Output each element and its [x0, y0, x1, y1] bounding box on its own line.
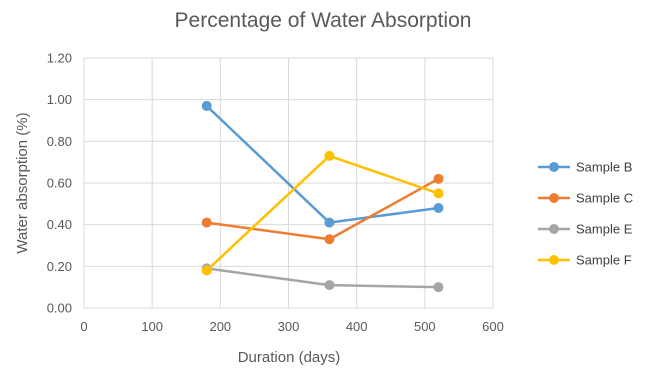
- legend-marker: [549, 255, 559, 265]
- series-line: [205, 177, 440, 241]
- y-tick-label: 1.00: [47, 92, 72, 107]
- legend-marker: [549, 162, 559, 172]
- legend-label: Sample E: [576, 222, 633, 237]
- series-line: [205, 104, 440, 224]
- legend-marker: [549, 193, 559, 203]
- y-tick-label: 0.80: [47, 134, 72, 149]
- x-axis-ticks: 0 100 200 300 400 500 600: [80, 319, 503, 334]
- legend-item: Sample E: [538, 222, 633, 237]
- data-point[interactable]: [324, 234, 335, 245]
- series-line: [205, 267, 440, 289]
- plot-area: [83, 57, 494, 309]
- legend-label: Sample B: [576, 160, 632, 175]
- y-axis-ticks: 0.00 0.20 0.40 0.60 0.80 1.00 1.20: [47, 51, 72, 316]
- legend-label: Sample F: [576, 253, 632, 268]
- data-point[interactable]: [324, 150, 335, 161]
- legend-item: Sample C: [538, 191, 633, 206]
- x-tick-label: 400: [346, 319, 368, 334]
- legend: Sample B Sample C Sample E Sample F: [538, 160, 633, 268]
- x-tick-label: 100: [141, 319, 163, 334]
- y-tick-label: 0.40: [47, 217, 72, 232]
- chart-title: Percentage of Water Absorption: [175, 9, 472, 32]
- legend-marker: [549, 224, 559, 234]
- data-point[interactable]: [324, 280, 335, 291]
- legend-item: Sample B: [538, 160, 632, 175]
- data-point[interactable]: [433, 188, 444, 199]
- y-tick-label: 0.60: [47, 176, 72, 191]
- data-point[interactable]: [433, 203, 444, 213]
- y-tick-label: 0.20: [47, 259, 72, 274]
- data-point[interactable]: [201, 265, 212, 276]
- data-point[interactable]: [433, 173, 444, 184]
- x-tick-label: 300: [278, 319, 300, 334]
- x-tick-label: 0: [80, 319, 87, 334]
- series-sample-c: [201, 173, 444, 245]
- y-tick-label: 0.00: [47, 301, 72, 316]
- y-tick-label: 1.20: [47, 51, 72, 66]
- data-point[interactable]: [201, 100, 212, 111]
- x-tick-label: 200: [209, 319, 231, 334]
- x-tick-label: 600: [482, 319, 504, 334]
- series-lines: [201, 100, 444, 293]
- series-sample-b: [201, 100, 444, 228]
- series-sample-e: [201, 263, 444, 293]
- data-point[interactable]: [433, 282, 444, 293]
- x-axis-title: Duration (days): [238, 349, 341, 366]
- legend-label: Sample C: [576, 191, 633, 206]
- data-point[interactable]: [324, 217, 335, 228]
- x-tick-label: 500: [414, 319, 436, 334]
- y-axis-title: Water absorption (%): [14, 112, 31, 253]
- series-sample-f: [201, 150, 444, 276]
- legend-item: Sample F: [538, 253, 632, 268]
- data-point[interactable]: [201, 217, 212, 228]
